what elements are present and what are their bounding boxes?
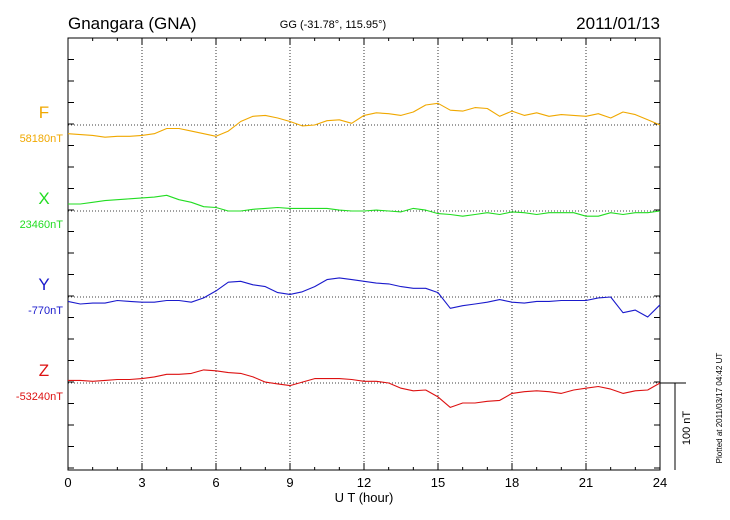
x-tick-label-9: 9	[286, 475, 293, 490]
x-axis-label: U T (hour)	[335, 490, 394, 505]
series-name-f: F	[39, 103, 49, 122]
x-tick-label-15: 15	[431, 475, 445, 490]
plotted-timestamp: Plotted at 2011/03/17 04:42 UT	[715, 353, 724, 464]
x-tick-label-18: 18	[505, 475, 519, 490]
baseline-value-y: -770nT	[28, 305, 63, 317]
station-title: Gnangara (GNA)	[68, 14, 197, 33]
left-ticks	[68, 59, 660, 469]
trace-f	[67, 102, 661, 138]
x-tick-label-6: 6	[212, 475, 219, 490]
x-tick-label-24: 24	[653, 475, 667, 490]
series-name-z: Z	[39, 361, 49, 380]
x-tick-label-12: 12	[357, 475, 371, 490]
baseline-value-x: 23460nT	[20, 219, 64, 231]
series-name-x: X	[38, 189, 49, 208]
x-tick-label-3: 3	[138, 475, 145, 490]
trace-y	[67, 277, 661, 318]
baseline-value-z: -53240nT	[16, 391, 63, 403]
x-axis: 0 3 6 9 12 15 18 21 24	[64, 38, 667, 490]
x-tick-label-0: 0	[64, 475, 71, 490]
baseline-value-f: 58180nT	[20, 133, 64, 145]
date-label: 2011/01/13	[576, 14, 660, 33]
coordinates-label: GG (-31.78°, 115.95°)	[280, 19, 386, 31]
scale-bar-label: 100 nT	[681, 411, 693, 446]
series-labels: F 58180nT X 23460nT Y -770nT Z -53240nT	[16, 103, 63, 403]
vertical-gridlines	[141, 38, 587, 470]
scale-bar: 100 nT	[660, 382, 693, 470]
trace-z	[68, 369, 661, 408]
series-traces	[67, 102, 661, 408]
trace-x	[68, 194, 661, 217]
series-name-y: Y	[38, 275, 49, 294]
x-tick-label-21: 21	[579, 475, 593, 490]
